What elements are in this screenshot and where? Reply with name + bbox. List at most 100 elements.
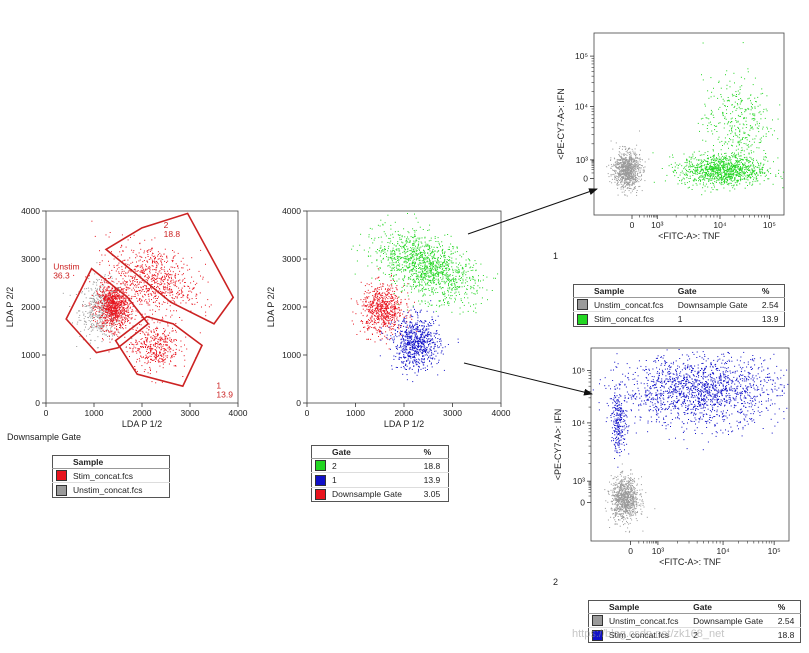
p3-legend-cell-1-2: 13.9 [758,311,785,326]
p2-xlabel: LDA P 1/2 [384,419,424,429]
p2-legend-cell-0-1: 18.8 [420,457,449,473]
p3-plot: 0 10³ 10⁴ 10⁵ 0 10³ 10⁴ 10⁵ <FITC-A>: TNF <PE-CY7… [556,32,785,241]
p3-ytick-label-2: 10⁴ [575,102,588,112]
p1-xtick-label-2: 2000 [133,408,152,418]
p4-legend-cell-0-0: Unstim_concat.fcs [606,612,691,628]
p4-legend-swatch-0 [592,615,603,627]
p2-frame [306,210,502,404]
p3-population-green-2 [697,42,781,187]
p1-xtick-label-3: 3000 [181,408,200,418]
p2-ytick-label-3: 3000 [282,254,301,264]
p3-xtick-label-3: 10⁵ [763,220,776,230]
p4-legend-cell-0-1: Downsample Gate [690,612,775,628]
p3-xtick-label-2: 10⁴ [713,220,726,230]
p3-legend-header-3: % [758,284,785,298]
p2-legend-cell-0-0: 2 [329,457,421,473]
p2-xtick-label-4: 4000 [492,408,511,418]
p2-legend-row-2: Downsample Gate 3.05 [311,486,449,502]
p1-gate-0-name: Unstim [53,262,79,272]
p2-xtick-label-1: 1000 [346,408,365,418]
p4-population-blue-2 [606,381,630,468]
p3-legend-row-0: Unstim_concat.fcs Downsample Gate 2.54 [573,296,785,312]
p1-xtick-label-1: 1000 [85,408,104,418]
p3-legend-cell-0-1: Downsample Gate [674,296,759,312]
p2-legend-swatch-1 [315,474,326,486]
p4-ytick-label-0: 0 [580,497,585,507]
plot2-legend: Gate% 2 18.8 1 13.9 Downsample Gate 3.05 [311,445,449,502]
p2-legend-cell-1-1: 13.9 [420,472,449,487]
arrow-to-gate-2-plot [463,362,593,396]
p4-axes: 0 10³ 10⁴ 10⁵ 0 10³ 10⁴ 10⁵ <FITC-A>: TNF <PE-CY7… [553,365,781,567]
plot4-legend: Sample Gate% Unstim_concat.fcs Downsample G… [588,600,801,643]
p2-legend-header-1: Gate [329,445,421,459]
p2-xtick-label-3: 3000 [443,408,462,418]
p1-frame [45,210,239,404]
p1-gate-1-value: 18.8 [164,229,181,239]
p4-xtick-label-2: 10⁴ [717,546,730,556]
p3-legend-cell-0-2: 2.54 [758,296,785,312]
p4-legend-cell-1-0: Stim_concat.fcs [606,627,691,642]
p1-gate-1-name: 2 [164,220,169,230]
p2-legend-cell-1-0: 1 [329,472,421,487]
plot3-legend: Sample Gate% Unstim_concat.fcs Downsample G… [573,284,785,327]
p1-legend-header-1: Sample [70,455,170,469]
p2-ylabel: LDA P 2/2 [266,287,276,327]
p1-events [62,220,212,384]
arrow-to-gate-1-plot [467,188,598,235]
p4-legend-cell-1-2: 18.8 [774,627,801,642]
p1-gate-2[interactable] [114,315,204,388]
p2-legend-row-1: 1 13.9 [311,472,449,487]
p4-legend-row-1: Stim_concat.fcs 2 18.8 [588,627,801,642]
p1-xtick-label-0: 0 [44,408,49,418]
p3-legend-swatch-0 [577,299,588,311]
p4-population-gray-0 [604,463,656,533]
p2-axes: 0 1000 2000 3000 4000 0 1000 2000 3000 4000 LDA P … [266,206,511,429]
p4-events [592,349,789,533]
p3-ylabel: <PE-CY7-A>: IFN [556,88,566,160]
p3-legend-header-0 [573,284,591,298]
p4-legend-cell-1-1: 2 [690,627,775,642]
p1-legend-swatch-0 [56,470,67,482]
p3-legend-cell-0-0: Unstim_concat.fcs [591,296,675,312]
p1-gate-2-name: 1 [216,381,221,391]
p4-legend-cell-0-2: 2.54 [774,612,801,628]
p3-legend-row-1: Stim_concat.fcs 1 13.9 [573,311,785,326]
p3-legend-cell-1-0: Stim_concat.fcs [591,311,675,326]
p1-ylabel: LDA P 2/2 [5,287,15,327]
p1-legend-swatch-1 [56,484,67,496]
p1-ytick-label-3: 3000 [21,254,40,264]
p3-ytick-label-0: 0 [583,174,588,184]
watermark: https://blog.csdn.net/zk168_net [572,628,725,640]
p3-ytick-label-3: 10⁵ [575,51,588,61]
p4-ytick-label-2: 10⁴ [572,418,585,428]
p1-gate-2-value: 13.9 [216,390,233,400]
p1-gate-1[interactable] [104,212,235,325]
p4-legend-swatch-1 [592,629,603,641]
p2-xtick-label-0: 0 [305,408,310,418]
p4-xlabel: <FITC-A>: TNF [659,557,721,567]
p4-legend-header-2: Gate [690,600,775,614]
plot1-legend: Sample Stim_concat.fcs Unstim_concat.fcs [52,455,170,498]
p2-ytick-label-1: 1000 [282,350,301,360]
p4-legend-header-3: % [774,600,801,614]
p1-axes: 0 1000 2000 3000 4000 0 1000 2000 3000 4000 LDA P … [5,206,248,429]
p3-population-gray-0 [606,130,650,197]
p4-legend-header-0 [588,600,606,614]
p1-population-red-1 [82,274,140,353]
p4-xtick-label-3: 10⁵ [768,546,781,556]
p2-legend-header-2: % [420,445,449,459]
p2-plot: 0 1000 2000 3000 4000 0 1000 2000 3000 4000 LDA P … [266,206,511,429]
p1-gate-0-value: 36.3 [53,271,70,281]
p4-ytick-label-1: 10³ [573,476,585,486]
p3-events [606,42,784,197]
p1-gate-0[interactable] [65,267,150,354]
p2-events [350,213,499,383]
p2-population-green-1 [351,213,499,315]
plot3-caption: 1 [553,251,559,261]
p1-ytick-label-1: 1000 [21,350,40,360]
p4-plot: 0 10³ 10⁴ 10⁵ 0 10³ 10⁴ 10⁵ <FITC-A>: TNF <PE-CY7… [553,347,790,567]
p3-axes: 0 10³ 10⁴ 10⁵ 0 10³ 10⁴ 10⁵ <FITC-A>: TNF <PE-CY7… [556,51,776,241]
p2-xtick-label-2: 2000 [395,408,414,418]
